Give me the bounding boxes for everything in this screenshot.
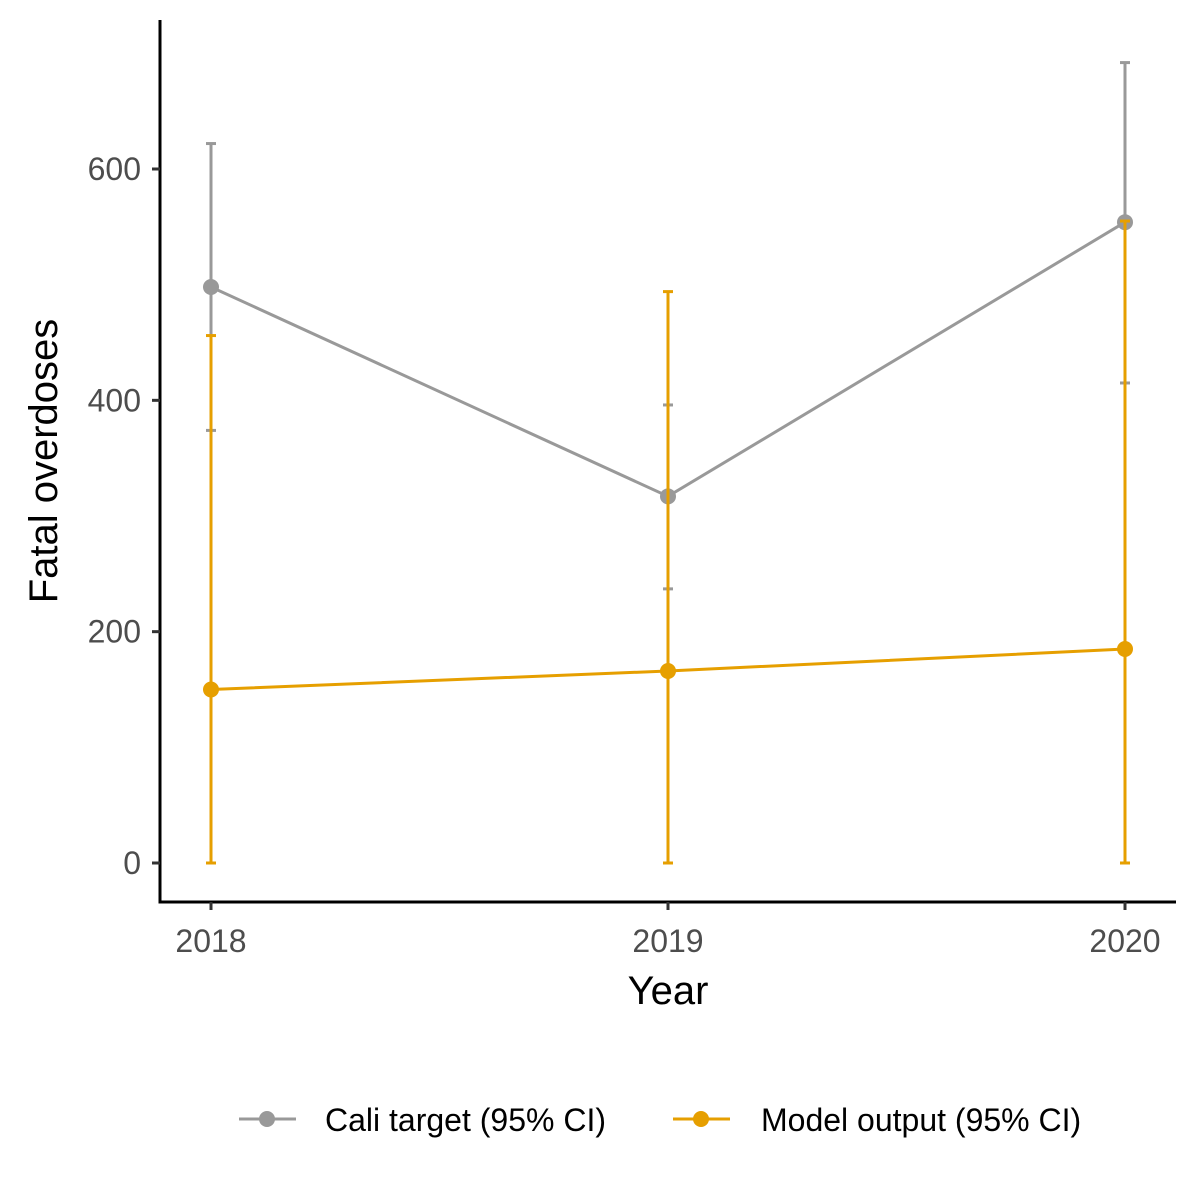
series-layer	[203, 61, 1133, 865]
ticks-layer: 0 200 400 600 2018 2019 2020	[88, 151, 1161, 959]
legend: Cali target (95% CI) Model output (95% CI…	[239, 1102, 1081, 1138]
data-point	[203, 681, 219, 698]
y-tick-label: 0	[123, 845, 141, 881]
data-point	[1117, 641, 1133, 658]
y-tick-label: 400	[88, 382, 141, 418]
legend-key-point	[693, 1111, 709, 1127]
y-tick-label: 600	[88, 151, 141, 187]
series-2	[203, 219, 1133, 865]
legend-item-2: Model output (95% CI)	[673, 1102, 1081, 1138]
legend-key-point	[259, 1111, 275, 1127]
data-point	[660, 662, 676, 679]
y-axis-title: Fatal overdoses	[22, 319, 66, 604]
legend-item-1: Cali target (95% CI)	[239, 1102, 606, 1138]
legend-label: Cali target (95% CI)	[325, 1102, 606, 1138]
x-tick-label: 2020	[1089, 923, 1160, 959]
x-tick-label: 2019	[632, 923, 703, 959]
y-tick-label: 200	[88, 614, 141, 650]
data-point	[203, 278, 219, 295]
x-tick-label: 2018	[175, 923, 246, 959]
x-axis-title: Year	[628, 969, 709, 1013]
legend-label: Model output (95% CI)	[761, 1102, 1081, 1138]
